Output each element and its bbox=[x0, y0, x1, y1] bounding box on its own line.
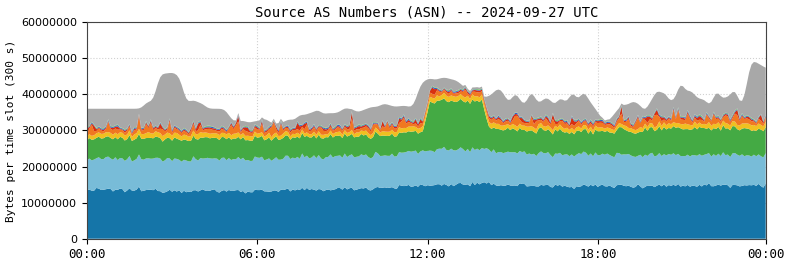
Title: Source AS Numbers (ASN) -- 2024-09-27 UTC: Source AS Numbers (ASN) -- 2024-09-27 UT… bbox=[254, 6, 598, 19]
Y-axis label: Bytes per time slot (300 s): Bytes per time slot (300 s) bbox=[6, 39, 16, 222]
